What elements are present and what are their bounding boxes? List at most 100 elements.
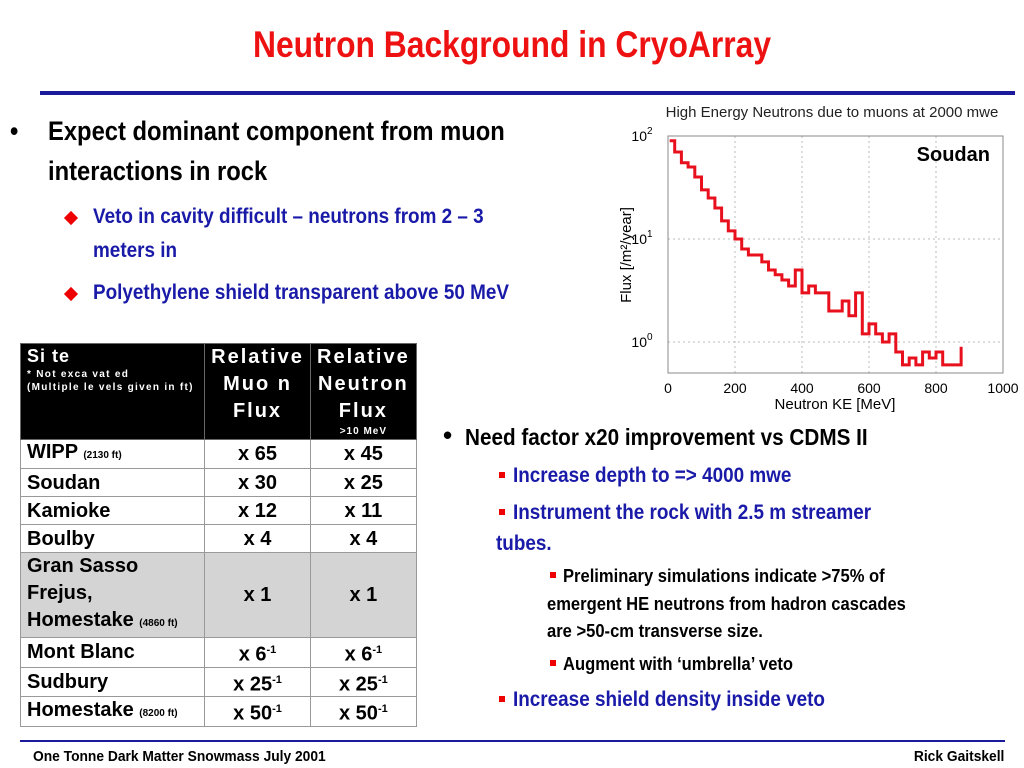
header-note: * Not exca vat ed	[27, 369, 130, 380]
diamond-bullet-icon	[63, 210, 79, 226]
site-cell: Gran Sasso Frejus, Homestake (4860 ft)	[20, 552, 205, 638]
header-site: Si te * Not exca vat ed (Multiple le vel…	[20, 343, 205, 440]
flux-value: x 11	[344, 499, 383, 522]
neutron-flux-cell: x 4	[310, 524, 417, 553]
right-sub-sub-bullet: are >50-cm transverse size.	[547, 621, 763, 641]
muon-flux-cell: x 50-1	[204, 696, 311, 727]
bullet-text: Expect dominant component from muon	[48, 116, 505, 146]
site-cell: Sudbury	[20, 666, 205, 698]
table-row: Sudbury x 25-1 x 25-1	[20, 666, 417, 698]
table-row: Mont Blanc x 6-1 x 6-1	[20, 637, 417, 668]
bullet-icon: •	[443, 420, 453, 450]
muon-flux-cell: x 4	[204, 524, 311, 553]
flux-value: x 50	[339, 702, 378, 725]
site-cell: Kamioke	[20, 496, 205, 525]
bullet-text: interactions in rock	[48, 156, 268, 186]
flux-exponent: -1	[272, 673, 282, 686]
square-bullet-icon	[550, 572, 556, 578]
flux-series-line	[669, 139, 963, 367]
muon-flux-cell: x 25-1	[204, 666, 311, 698]
footer-divider	[20, 740, 1005, 742]
flux-value: x 45	[343, 443, 383, 465]
y-tick-exponent: 0	[647, 332, 653, 343]
flux-value: x 4	[349, 527, 378, 550]
flux-value: x 6	[238, 643, 267, 666]
y-tick-base: 10	[631, 128, 647, 144]
site-depth: (2130 ft)	[83, 450, 122, 461]
table-row: Boulby x 4 x 4	[20, 524, 417, 553]
header-note: (Multiple le vels given in ft)	[27, 382, 194, 393]
site-annotation: Soudan	[917, 144, 990, 166]
footer-left: One Tonne Dark Matter Snowmass July 2001	[33, 748, 326, 765]
site-name: Homestake	[27, 609, 134, 631]
header-subnote: >10 MeV	[339, 426, 388, 437]
square-bullet-icon	[499, 696, 505, 702]
flux-exponent: -1	[377, 703, 388, 716]
square-bullet-icon	[550, 660, 556, 666]
x-axis-label: Neutron KE [MeV]	[775, 396, 896, 413]
header-muon-flux: Relative Muo n Flux	[204, 343, 311, 440]
table-row: Gran Sasso Frejus, Homestake (4860 ft) x 1 x…	[20, 552, 417, 638]
flux-exponent: -1	[266, 644, 277, 656]
right-sub-bullet: Increase depth to => 4000 mwe	[513, 464, 792, 487]
right-bullet-text: Need factor x20 improvement vs CDMS II	[465, 424, 868, 450]
y-tick-exponent: 2	[647, 126, 653, 137]
flux-value: x 65	[238, 443, 277, 465]
neutron-flux-cell: x 1	[310, 552, 417, 638]
neutron-flux-cell: x 25-1	[310, 666, 417, 698]
y-axis-label: Flux [/m²/year]	[618, 207, 635, 303]
header-line: Relative	[211, 346, 304, 368]
y-tick-label: 102	[631, 126, 653, 144]
x-tick-label: 0	[664, 380, 672, 396]
table-row: WIPP (2130 ft) x 65 x 45	[20, 439, 417, 469]
header-line: Flux	[232, 400, 283, 422]
flux-value: x 25	[339, 673, 378, 696]
footer-right: Rick Gaitskell	[913, 748, 1004, 765]
neutron-flux-cell: x 6-1	[310, 637, 417, 668]
site-name: Frejus,	[27, 582, 93, 604]
y-tick-base: 10	[631, 334, 647, 350]
chart-title: High Energy Neutrons due to muons at 200…	[666, 104, 999, 121]
y-tick-label: 100	[631, 332, 653, 350]
bullet-icon: •	[10, 116, 19, 146]
flux-value: x 6	[344, 643, 373, 666]
flux-exponent: -1	[372, 644, 383, 656]
right-sub-bullet: Increase shield density inside veto	[513, 688, 825, 711]
title-divider	[40, 91, 1015, 95]
x-tick-label: 600	[857, 380, 881, 396]
site-cell: WIPP (2130 ft)	[20, 439, 205, 469]
site-name: Soudan	[27, 471, 101, 494]
sub-bullet-text: Veto in cavity difficult – neutrons from…	[93, 205, 484, 228]
site-name: Gran Sasso	[27, 555, 139, 577]
muon-flux-cell: x 30	[204, 468, 311, 497]
site-cell: Homestake (8200 ft)	[20, 696, 205, 727]
site-depth: (8200 ft)	[139, 707, 178, 719]
site-name: Kamioke	[27, 499, 111, 522]
x-tick-label: 400	[790, 380, 814, 396]
table-row: Homestake (8200 ft) x 50-1 x 50-1	[20, 696, 417, 727]
header-line: Flux	[338, 400, 388, 422]
flux-value: x 4	[243, 527, 272, 550]
header-line: Neutron	[318, 373, 409, 395]
site-name: Sudbury	[27, 670, 109, 693]
site-cell: Boulby	[20, 524, 205, 553]
right-sub-sub-bullet: Preliminary simulations indicate >75% of	[563, 566, 885, 586]
right-sub-bullet: tubes.	[496, 532, 552, 555]
header-neutron-flux: Relative Neutron Flux >10 MeV	[310, 343, 417, 440]
y-tick-label: 101	[631, 229, 653, 247]
neutron-flux-cell: x 50-1	[310, 696, 417, 727]
neutron-flux-chart: High Energy Neutrons due to muons at 200…	[618, 104, 1019, 413]
header-line: Relative	[317, 346, 410, 368]
muon-flux-cell: x 6-1	[204, 637, 311, 668]
flux-value: x 12	[238, 499, 277, 522]
site-name: WIPP	[27, 441, 78, 463]
table-row: Soudan x 30 x 25	[20, 468, 417, 497]
square-bullet-icon	[499, 472, 505, 478]
right-sub-sub-bullet: emergent HE neutrons from hadron cascade…	[547, 594, 906, 614]
sub-bullet-text: meters in	[93, 239, 178, 262]
slide-title: Neutron Background in CryoArray	[252, 24, 772, 65]
header-site-label: Si te	[27, 346, 71, 366]
flux-value: x 30	[238, 471, 277, 494]
flux-exponent: -1	[272, 703, 282, 716]
sub-bullet-text: Polyethylene shield transparent above 50…	[93, 281, 509, 304]
